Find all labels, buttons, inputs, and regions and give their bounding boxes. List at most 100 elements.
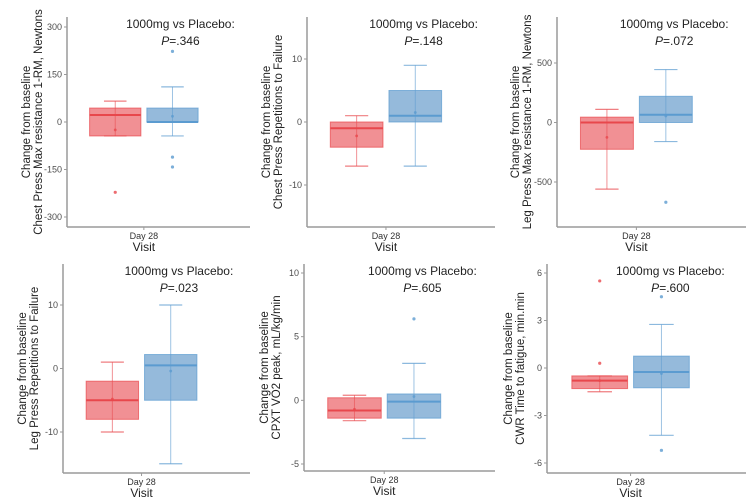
y-axis-label-line2: Chest Press Max resistance 1-RM, Newtons [33,9,45,235]
mean-point [113,128,117,132]
mean-point [413,111,417,114]
y-tick-label: -10 [45,427,58,437]
y-tick-label: 0 [294,395,299,405]
y-tick-label: 0 [537,363,542,373]
y-axis-label-line1: Change from baseline [261,66,273,179]
y-axis-label-line1: Change from baseline [21,66,33,179]
y-axis-label-line2: Leg Press Max resistance 1-RM, Newtons [522,14,534,229]
x-tick-label: Day 28 [622,231,651,241]
comparison-annotation: 1000mg vs Placebo: [126,17,235,31]
x-tick-label: Day 28 [130,231,159,241]
outlier-point [113,190,117,194]
x-axis-label: Visit [619,486,642,500]
p-value-label: P=.023 [160,281,199,295]
box-placebo [388,64,443,167]
outlier-point [659,448,664,452]
outlier-point [412,317,416,321]
x-tick-label: Day 28 [372,231,401,241]
y-axis-label-line2: Leg Press Repetitions to Failure [29,287,41,451]
p-value: =.346 [169,34,200,48]
x-tick-label: Day 28 [370,475,399,485]
x-axis-label: Visit [133,240,156,254]
y-tick-label: 0 [53,364,58,374]
y-tick-label: -3 [534,411,542,421]
box-placebo [146,49,199,169]
box-placebo [386,317,442,440]
p-symbol: P [160,281,168,295]
mean-point [664,114,668,118]
mean-point [355,134,359,138]
y-tick-label: 3 [537,316,542,326]
y-tick-label: -300 [44,212,62,222]
p-value: =.605 [411,281,442,295]
mean-point [660,372,663,375]
comparison-annotation: 1000mg vs Placebo: [369,17,478,31]
y-tick-label: 150 [47,70,62,80]
y-axis-label-line2: CWR Time to fatigue, min.min [515,292,527,445]
x-axis-label: Visit [625,240,648,254]
y-tick-label: 0 [57,117,62,127]
box-placebo [144,304,198,465]
x-tick-label: Day 28 [616,477,645,487]
comparison-annotation: 1000mg vs Placebo: [125,264,234,278]
p-value-label: P=.346 [161,34,200,48]
p-symbol: P [403,281,411,295]
box-1000mg [329,115,384,167]
outlier-point [170,49,175,53]
p-value: =.072 [663,34,694,48]
mean-point [598,379,602,383]
y-tick-label: 10 [292,54,302,64]
p-value-label: P=.600 [651,281,690,295]
box-placebo [638,68,693,204]
outlier-point [598,361,602,365]
comparison-annotation: 1000mg vs Placebo: [616,264,725,278]
p-symbol: P [404,34,412,48]
p-symbol: P [161,34,169,48]
y-axis-label-line2: Chest Press Repetitions to Failure [273,35,285,210]
y-tick-label: 0 [297,117,302,127]
mean-point [169,369,173,373]
y-tick-label: 10 [289,268,299,278]
outlier-point [659,295,664,299]
y-tick-label: -150 [44,165,62,175]
y-axis-label-line1: Change from baseline [503,312,515,425]
y-axis-label-line1: Change from baseline [510,66,522,179]
mean-point [171,114,174,118]
p-value-label: P=.605 [403,281,442,295]
mean-point [605,135,609,139]
mean-point [110,397,114,401]
p-value: =.023 [168,281,199,295]
mean-point [412,395,416,398]
y-axis-label-line1: Change from baseline [17,312,29,425]
p-value: =.148 [412,34,443,48]
box-1000mg [85,361,140,433]
y-tick-label: 10 [48,300,58,310]
y-tick-label: 300 [47,22,62,32]
comparison-annotation: 1000mg vs Placebo: [368,264,477,278]
y-axis-label-line1: Change from baseline [259,311,271,424]
x-axis-label: Visit [373,484,396,498]
box-1000mg [327,394,382,422]
p-symbol: P [655,34,663,48]
p-value-label: P=.072 [655,34,694,48]
y-tick-label: 500 [537,58,552,68]
mean-point [353,407,356,411]
comparison-annotation: 1000mg vs Placebo: [620,17,729,31]
y-tick-label: 0 [547,118,552,128]
outlier-point [170,155,175,159]
y-tick-label: -500 [534,177,552,187]
p-value-label: P=.148 [404,34,443,48]
p-symbol: P [651,281,659,295]
y-tick-label: 5 [294,332,299,342]
outlier-point [664,200,668,204]
outlier-point [170,165,175,169]
p-value: =.600 [659,281,690,295]
box-placebo [633,295,690,452]
